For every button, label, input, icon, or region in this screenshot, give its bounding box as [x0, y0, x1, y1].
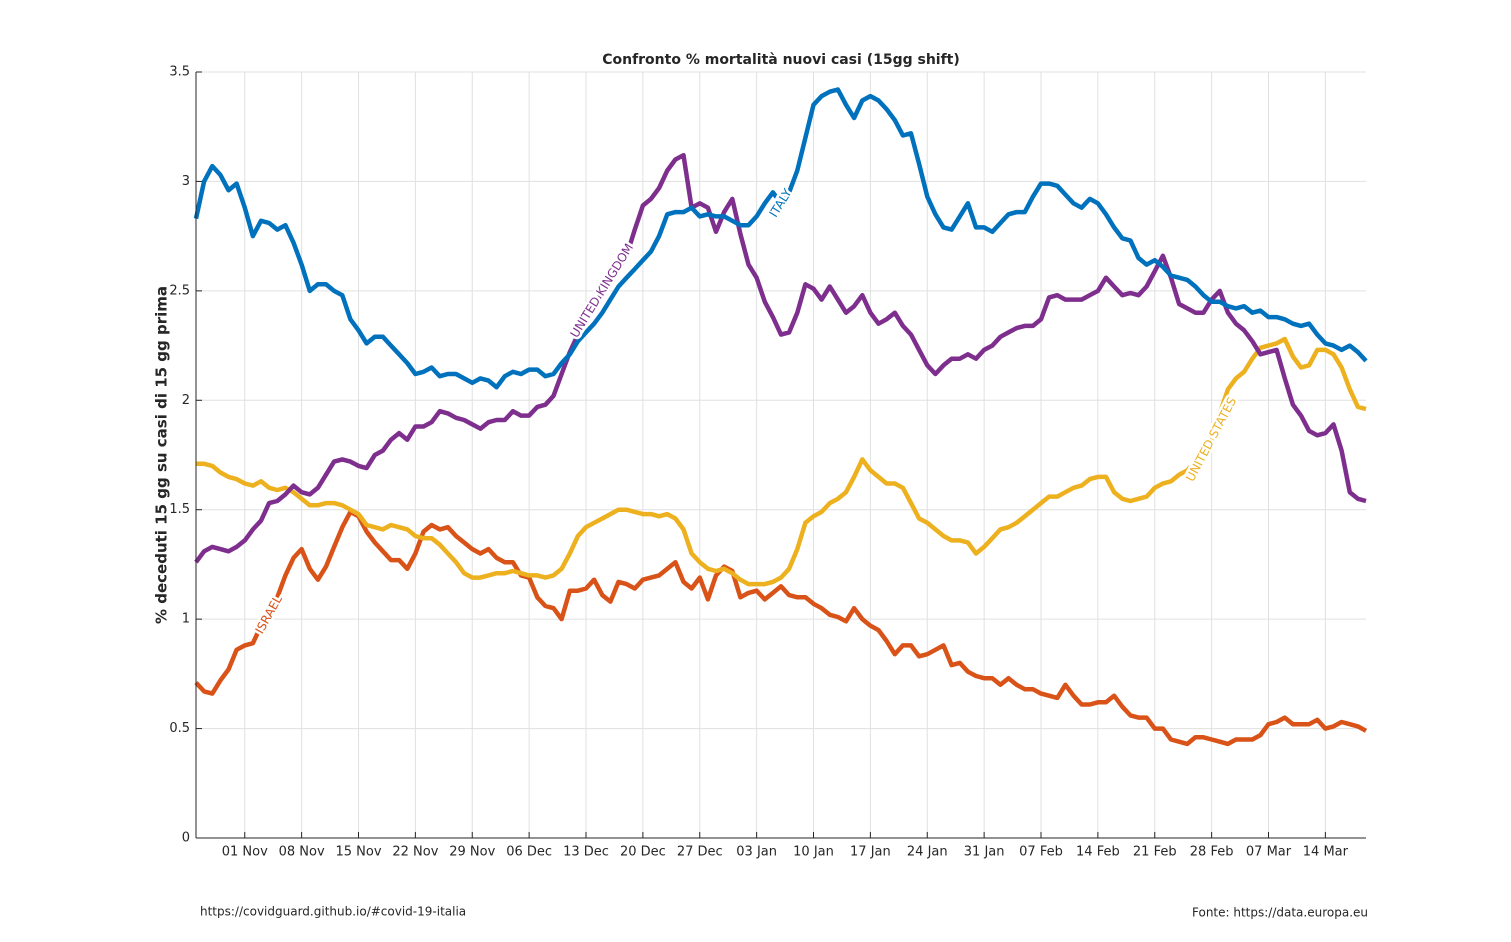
y-axis-label: % deceduti 15 gg su casi di 15 gg prima — [153, 286, 171, 624]
x-tick-label: 28 Feb — [1190, 845, 1234, 860]
x-tick-label: 01 Nov — [222, 845, 268, 860]
x-tick-label: 31 Jan — [964, 845, 1005, 860]
x-tick-label: 14 Mar — [1303, 845, 1349, 860]
x-tick-label: 10 Jan — [793, 845, 834, 860]
grid — [196, 71, 1366, 839]
y-tick-label: 2.5 — [169, 283, 190, 298]
x-tick-label: 07 Mar — [1246, 845, 1292, 860]
y-tick-label: 1.5 — [169, 502, 190, 517]
x-tick-label: 03 Jan — [736, 845, 777, 860]
x-tick-label: 29 Nov — [449, 845, 495, 860]
x-tick-label: 21 Feb — [1133, 845, 1177, 860]
y-tick-label: 3 — [182, 174, 190, 189]
x-tick-label: 13 Dec — [563, 845, 609, 860]
x-tick-label: 17 Jan — [850, 845, 891, 860]
x-tick-label: 27 Dec — [677, 845, 723, 860]
footer-left: https://covidguard.github.io/#covid-19-i… — [200, 905, 466, 919]
y-tick-label: 2 — [182, 393, 190, 408]
x-tick-label: 24 Jan — [907, 845, 948, 860]
chart-title: Confronto % mortalità nuovi casi (15gg s… — [602, 52, 960, 68]
y-tick-label: 3.5 — [169, 65, 190, 80]
x-tick-label: 22 Nov — [392, 845, 438, 860]
series-line — [194, 509, 1368, 747]
series-line — [193, 87, 1368, 390]
footer-right: Fonte: https://data.europa.eu — [1192, 906, 1368, 920]
x-tick-label: 20 Dec — [620, 845, 666, 860]
x-tick-label: 06 Dec — [506, 845, 552, 860]
series-line — [196, 336, 1367, 587]
x-tick-label: 14 Feb — [1076, 845, 1120, 860]
x-tick-label: 07 Feb — [1019, 845, 1063, 860]
x-tick-label: 15 Nov — [335, 845, 381, 860]
y-tick-label: 0 — [182, 831, 190, 846]
x-tick-label: 08 Nov — [279, 845, 325, 860]
y-tick-label: 0.5 — [169, 721, 190, 736]
y-tick-label: 1 — [182, 612, 190, 627]
